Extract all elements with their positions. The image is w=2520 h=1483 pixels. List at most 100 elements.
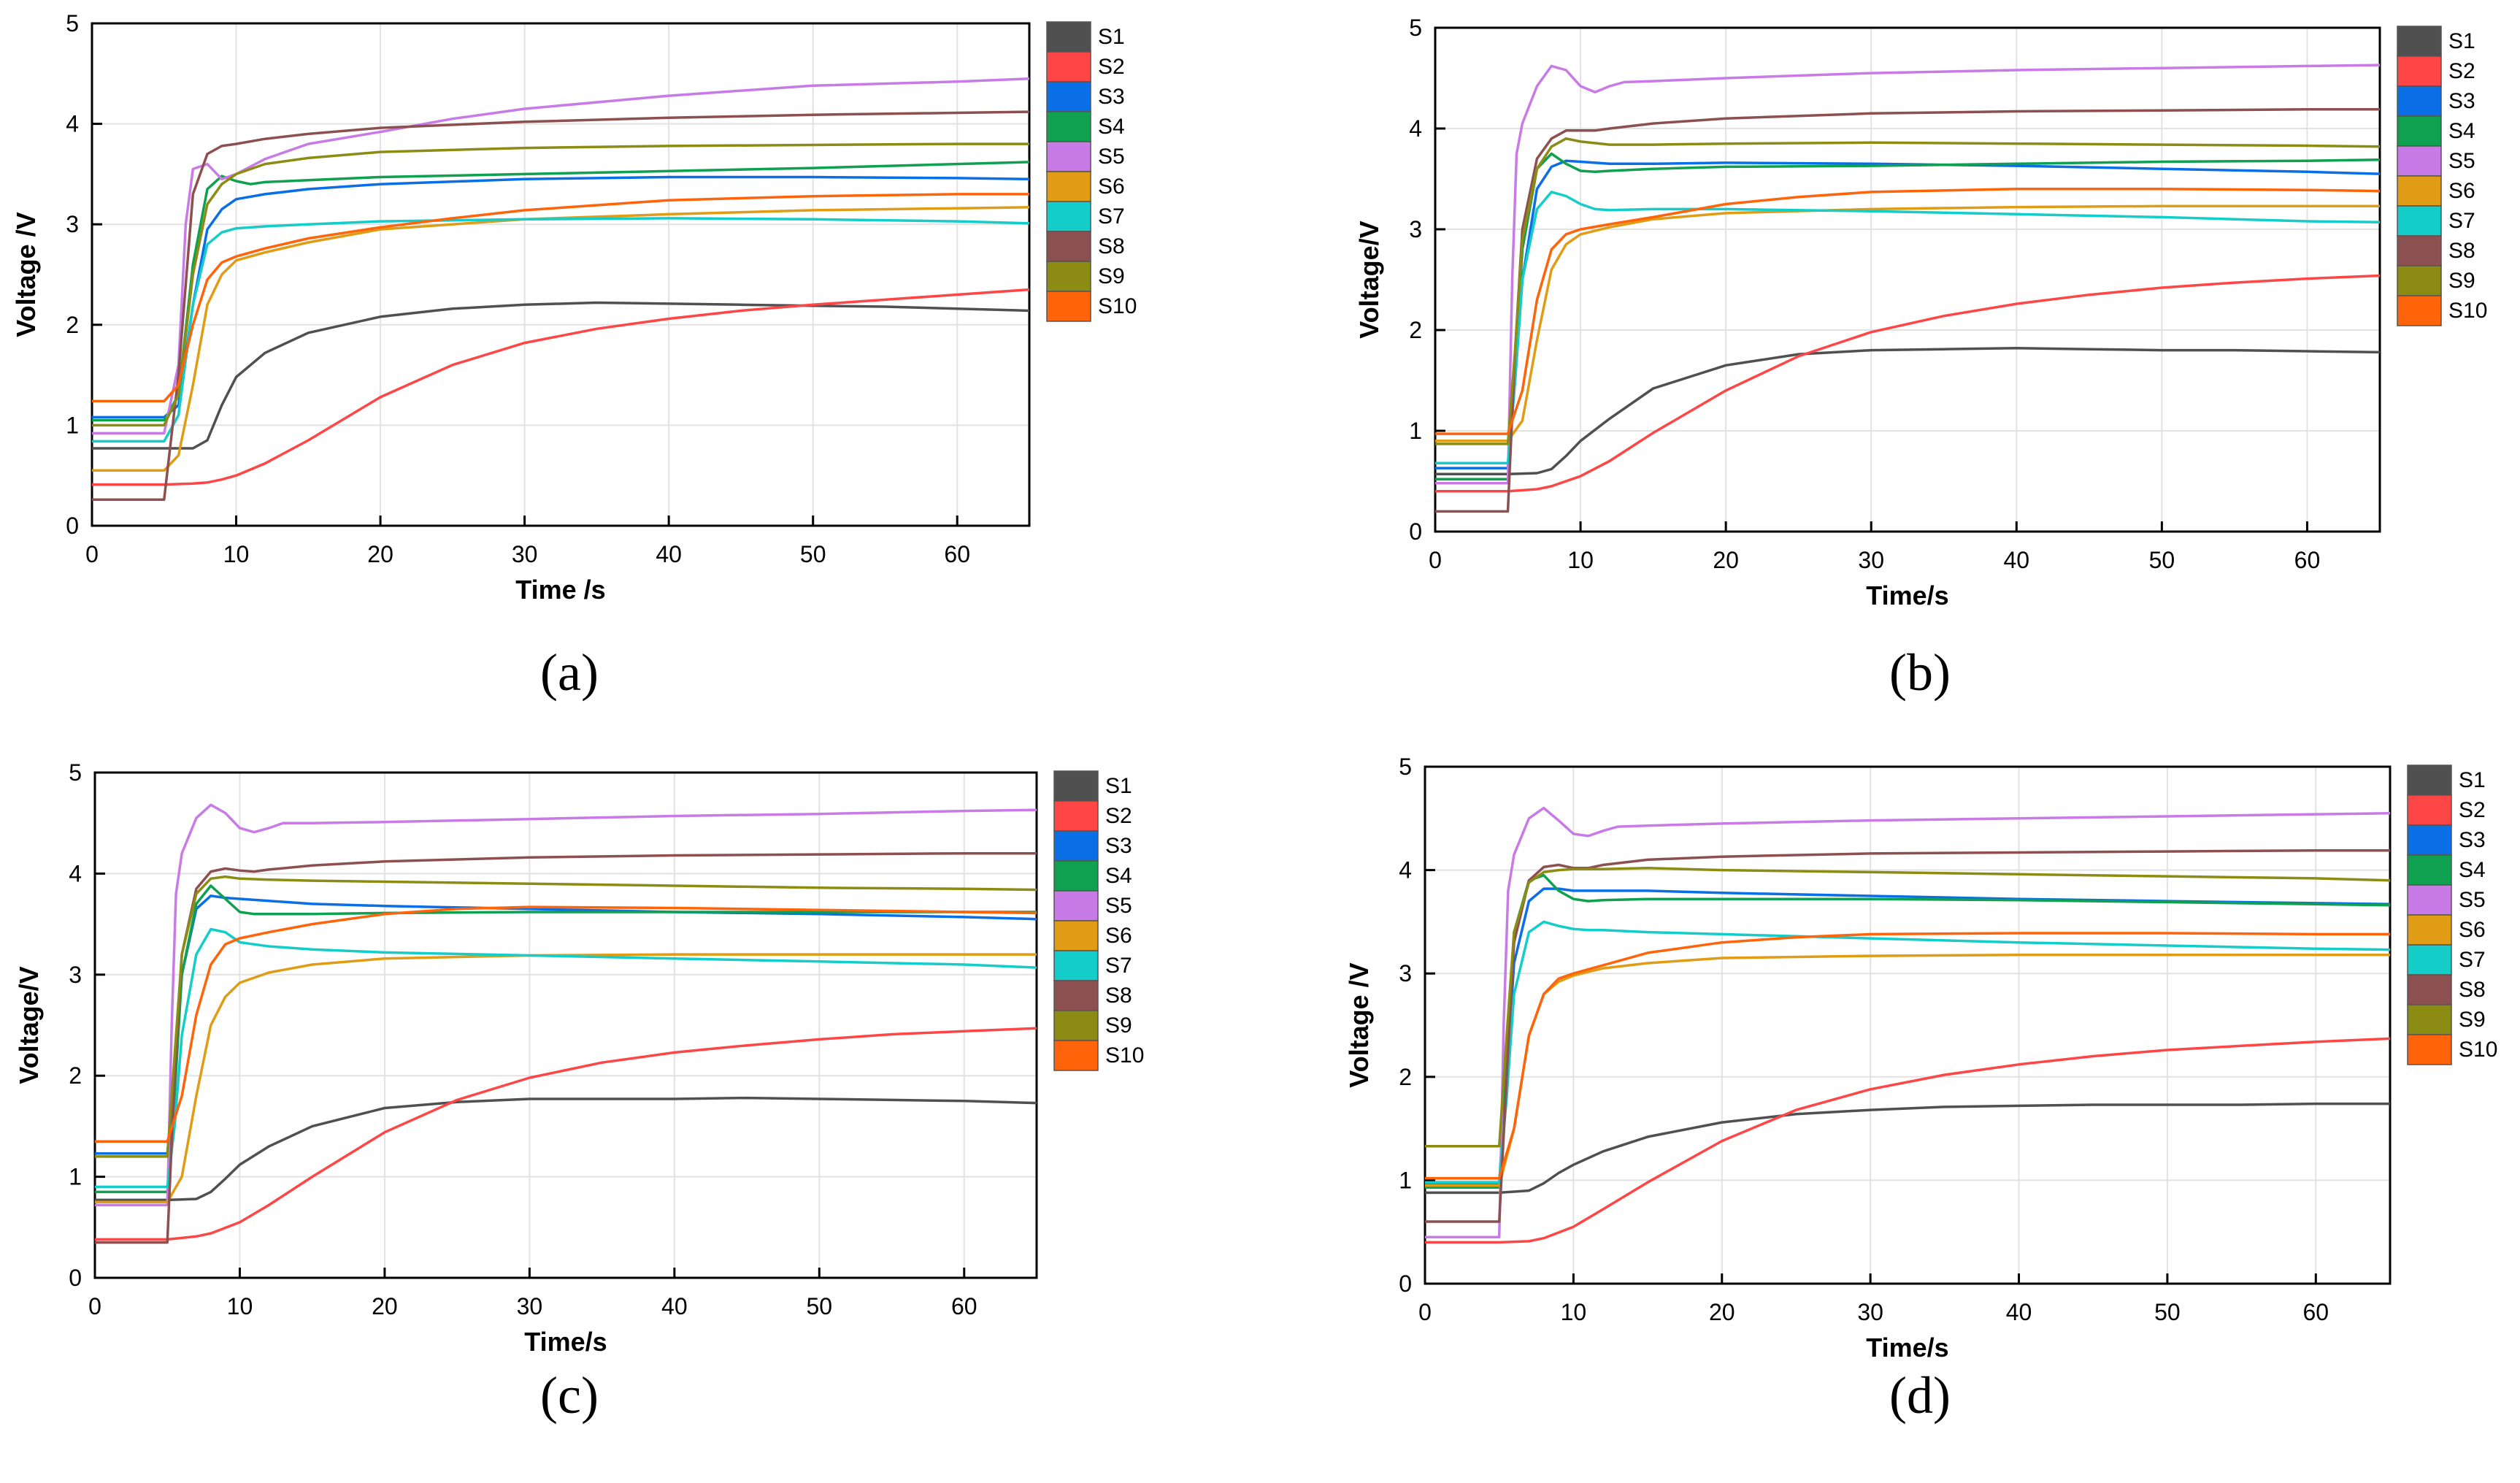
series-line-s2-a	[92, 288, 1029, 486]
legend-swatch-s1-a	[1046, 21, 1091, 53]
legend-swatch-s3-a	[1046, 81, 1091, 112]
series-line-s9-d	[1425, 867, 2390, 1148]
legend-label-s7-c: S7	[1105, 954, 1132, 978]
legend-label-s4-c: S4	[1105, 864, 1132, 888]
legend-swatch-s7-b	[2397, 205, 2442, 237]
series-line-s6-b	[1435, 204, 2380, 442]
y-tick-label-b: 3	[1409, 216, 1422, 242]
y-tick-label-c: 1	[69, 1164, 82, 1190]
legend-swatch-s10-a	[1046, 291, 1091, 322]
legend-label-s2-d: S2	[2459, 798, 2486, 822]
y-tick-label-d: 4	[1399, 857, 1412, 884]
legend-swatch-s4-d	[2407, 854, 2452, 886]
chart-b: 0 10 20 30 40 50 60 0 1 2 3 4 5 Time/s Voltage/V S1 S2 S3…	[1354, 15, 2487, 610]
legend-label-s6-b: S6	[2448, 179, 2475, 203]
y-tick-label-b: 4	[1409, 115, 1422, 142]
plot-frame-a	[91, 22, 1031, 527]
series-line-s2-c	[95, 1027, 1037, 1241]
x-tick-label-b: 40	[2004, 547, 2030, 573]
y-tick-label-b: 1	[1409, 418, 1422, 444]
x-tick-label-a: 20	[367, 541, 393, 567]
y-tick-label-a: 3	[66, 211, 79, 237]
series-line-s7-a	[92, 217, 1029, 443]
legend-label-s8-d: S8	[2459, 978, 2486, 1002]
legend-label-s8-a: S8	[1098, 234, 1125, 258]
legend-swatch-s9-d	[2407, 1004, 2452, 1035]
legend-swatch-s8-a	[1046, 231, 1091, 262]
y-tick-label-a: 0	[66, 513, 79, 539]
legend-label-s9-b: S9	[2448, 269, 2475, 293]
legend-swatch-s3-b	[2397, 85, 2442, 117]
y-tick-label-c: 5	[69, 759, 82, 786]
x-tick-label-c: 60	[951, 1293, 977, 1319]
legend-label-s2-a: S2	[1098, 55, 1125, 79]
series-line-s8-a	[92, 110, 1029, 501]
legend-swatch-s8-c	[1053, 980, 1099, 1011]
legend-swatch-s6-c	[1053, 920, 1099, 951]
legend-label-s9-d: S9	[2459, 1008, 2486, 1032]
series-line-s2-d	[1425, 1037, 2390, 1244]
y-tick-label-b: 2	[1409, 317, 1422, 343]
x-tick-label-a: 10	[223, 541, 250, 567]
legend-swatch-s9-c	[1053, 1010, 1099, 1041]
y-axis-label-b: Voltage/V	[1354, 221, 1384, 338]
legend-label-s8-c: S8	[1105, 984, 1132, 1008]
legend-d: S1 S2 S3 S4 S5 S6 S7 S8 S9 S10	[2407, 765, 2497, 1065]
legend-label-s10-b: S10	[2448, 299, 2487, 323]
legend-label-s6-d: S6	[2459, 918, 2486, 942]
y-tick-label-c: 3	[69, 962, 82, 988]
y-tick-label-d: 1	[1399, 1167, 1412, 1193]
series-line-s1-d	[1425, 1102, 2390, 1195]
legend-label-s7-a: S7	[1098, 204, 1125, 229]
legend-swatch-s5-a	[1046, 141, 1091, 172]
x-tick-label-b: 30	[1858, 547, 1884, 573]
plot-frame-c	[93, 771, 1038, 1279]
y-axis-label-c: Voltage/V	[14, 966, 44, 1084]
legend-swatch-s2-b	[2397, 55, 2442, 87]
legend-label-s8-b: S8	[2448, 239, 2475, 263]
y-tick-label-c: 2	[69, 1062, 82, 1089]
series-line-s5-a	[92, 77, 1029, 435]
legend-swatch-s6-b	[2397, 175, 2442, 207]
series-line-s1-b	[1435, 347, 2380, 476]
x-tick-label-c: 0	[88, 1293, 101, 1319]
legend-c: S1 S2 S3 S4 S5 S6 S7 S8 S9 S10	[1053, 770, 1144, 1071]
x-tick-label-d: 20	[1709, 1299, 1735, 1325]
x-tick-label-d: 60	[2303, 1299, 2329, 1325]
x-tick-label-a: 60	[944, 541, 970, 567]
series-line-s4-c	[95, 884, 1037, 1194]
series-line-s7-b	[1435, 191, 2380, 464]
x-tick-label-c: 50	[807, 1293, 833, 1319]
legend-label-s3-c: S3	[1105, 834, 1132, 858]
chart-c: 0 10 20 30 40 50 60 0 1 2 3 4 5 Time/s Voltage/V S1 S2 S3…	[14, 759, 1144, 1357]
y-tick-label-c: 0	[69, 1265, 82, 1291]
legend-b: S1 S2 S3 S4 S5 S6 S7 S8 S9 S10	[2397, 26, 2487, 326]
series-line-s7-c	[95, 927, 1037, 1189]
panel-label-c: (c)	[540, 1366, 599, 1425]
y-tick-label-b: 5	[1409, 15, 1422, 41]
series-line-s6-d	[1425, 953, 2390, 1187]
legend-swatch-s5-b	[2397, 145, 2442, 177]
series-line-s6-a	[92, 206, 1029, 472]
series-line-s9-b	[1435, 137, 2380, 445]
series-line-s6-c	[95, 953, 1037, 1203]
x-axis-label-b: Time/s	[1866, 580, 1948, 610]
legend-swatch-s10-d	[2407, 1034, 2452, 1065]
series-line-s10-c	[95, 905, 1037, 1143]
legend-label-s2-c: S2	[1105, 804, 1132, 828]
legend-swatch-s10-b	[2397, 295, 2442, 326]
x-tick-label-b: 20	[1713, 547, 1739, 573]
series-line-s2-b	[1435, 274, 2380, 493]
y-tick-label-a: 5	[66, 10, 79, 37]
x-tick-label-d: 10	[1561, 1299, 1587, 1325]
legend-label-s10-c: S10	[1105, 1043, 1144, 1068]
legend-label-s3-a: S3	[1098, 85, 1125, 109]
x-tick-label-c: 40	[661, 1293, 688, 1319]
legend-label-s5-b: S5	[2448, 149, 2475, 173]
legend-swatch-s7-d	[2407, 944, 2452, 976]
chart-a: 0 10 20 30 40 50 60 0 1 2 3 4 5 Time /s Voltage /V S1 S2…	[11, 10, 1137, 605]
legend-swatch-s7-a	[1046, 201, 1091, 232]
legend-swatch-s7-c	[1053, 950, 1099, 981]
series-line-s5-b	[1435, 64, 2380, 485]
series-line-s9-a	[92, 142, 1029, 427]
